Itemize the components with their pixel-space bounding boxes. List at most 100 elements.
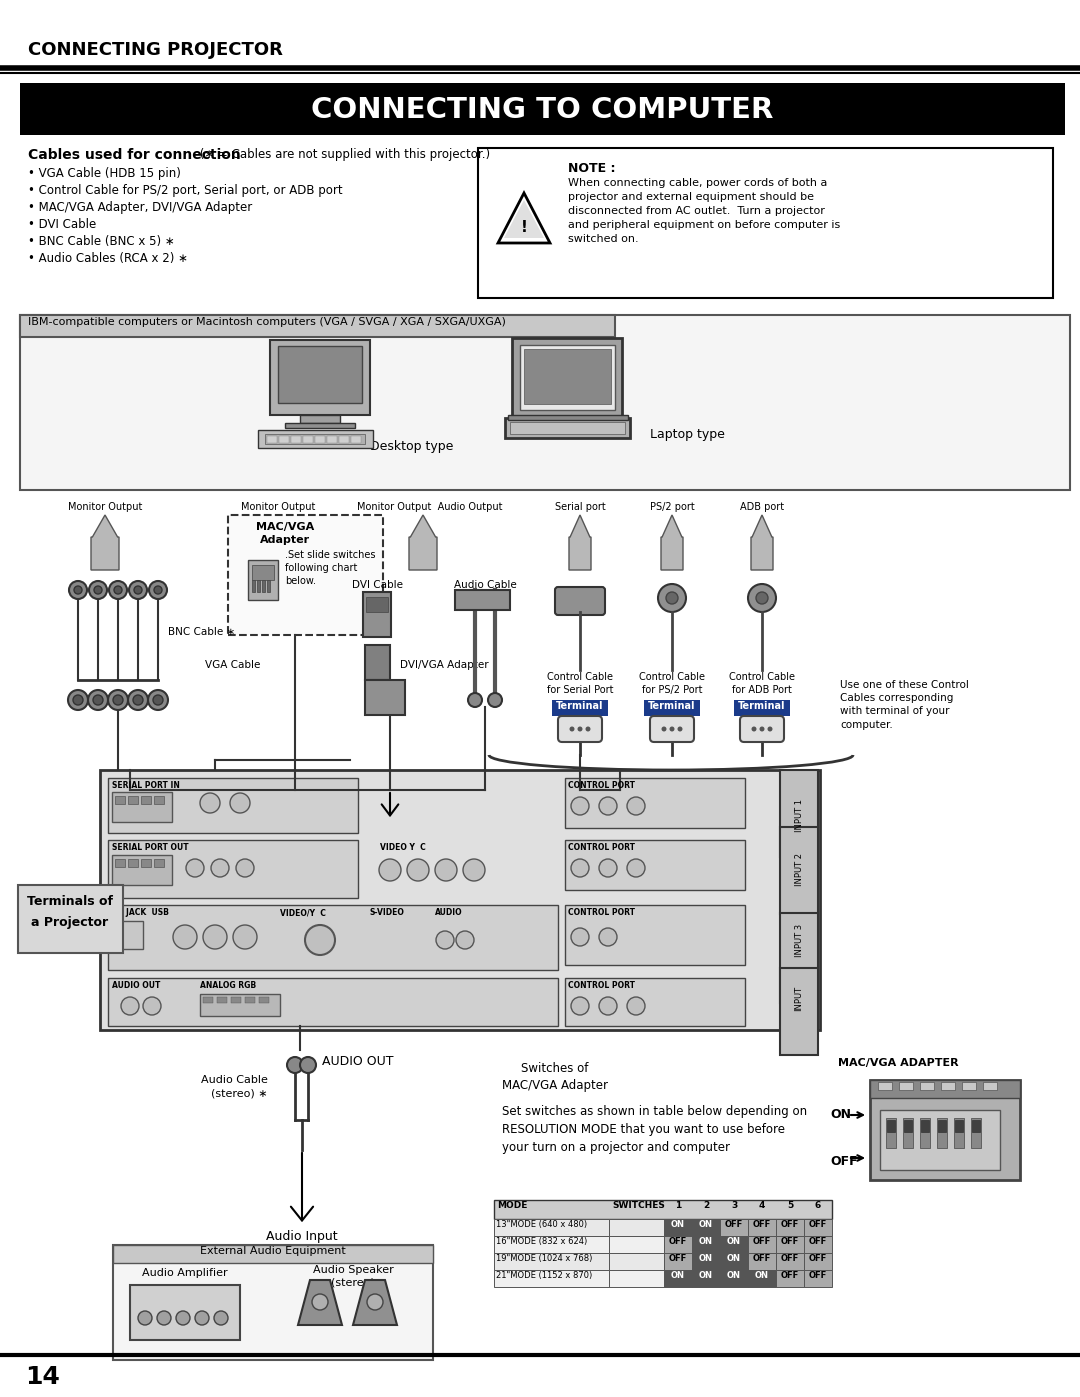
Bar [748,1270,777,1287]
Circle shape [195,1310,210,1324]
Text: Switches of
MAC/VGA Adapter: Switches of MAC/VGA Adapter [502,1062,608,1092]
Circle shape [599,928,617,946]
Text: OFF: OFF [781,1236,799,1246]
Circle shape [379,859,401,882]
Text: OFF: OFF [781,1255,799,1263]
Circle shape [114,585,122,594]
Bar [112,792,172,821]
Text: Monitor Output: Monitor Output [241,502,315,511]
Text: ON: ON [699,1271,713,1280]
Bar [804,1253,832,1270]
Circle shape [94,585,102,594]
Circle shape [571,997,589,1016]
Bar [252,564,274,580]
Bar [921,1120,929,1132]
Circle shape [661,726,666,732]
Bar [971,1118,981,1148]
Text: MAC/VGA ADAPTER: MAC/VGA ADAPTER [838,1058,959,1067]
Bar [508,415,627,420]
Bar [870,1080,1020,1180]
Circle shape [300,1058,316,1073]
Bar [777,1220,804,1236]
Text: 5: 5 [787,1201,793,1210]
Bar [351,436,361,443]
Bar [565,840,745,890]
Circle shape [436,930,454,949]
Circle shape [69,581,87,599]
Text: Control Cable
for Serial Port: Control Cable for Serial Port [546,672,613,696]
Text: Set switches as shown in table below depending on
RESOLUTION MODE that you want : Set switches as shown in table below dep… [502,1105,807,1154]
Text: Terminal: Terminal [648,701,696,711]
Bar [262,580,265,592]
Bar [327,436,337,443]
Text: OFF: OFF [669,1236,687,1246]
Text: (∗ = Cables are not supplied with this projector.): (∗ = Cables are not supplied with this p… [195,148,490,161]
Circle shape [75,585,82,594]
Circle shape [768,726,772,732]
Circle shape [756,592,768,604]
Bar [228,515,383,636]
Bar [200,995,280,1016]
Text: !: ! [521,221,527,236]
Text: 2: 2 [703,1201,710,1210]
Text: 16"MODE (832 x 624): 16"MODE (832 x 624) [496,1236,588,1246]
Text: INPUT 1: INPUT 1 [795,799,804,831]
Bar [720,1253,748,1270]
Polygon shape [751,515,773,570]
Text: Cables used for connection: Cables used for connection [28,148,241,162]
Circle shape [109,581,127,599]
Text: OFF: OFF [781,1220,799,1229]
Circle shape [748,584,777,612]
Text: 3: 3 [731,1201,738,1210]
Text: IBM-compatible computers or Macintosh computers (VGA / SVGA / XGA / SXGA/UXGA): IBM-compatible computers or Macintosh co… [28,317,505,327]
Text: DVI Cable: DVI Cable [351,580,403,590]
Bar [565,778,745,828]
Bar [100,770,820,1030]
Bar [780,770,818,856]
Circle shape [627,997,645,1016]
Bar [113,1245,433,1361]
Text: S-VIDEO: S-VIDEO [370,908,405,916]
Text: SERIAL PORT OUT: SERIAL PORT OUT [112,842,189,852]
Text: AUDIO: AUDIO [435,908,462,916]
Text: MODE: MODE [497,1201,527,1210]
Circle shape [599,859,617,877]
Circle shape [237,859,254,877]
Bar [780,914,818,1003]
Text: 6: 6 [815,1201,821,1210]
Circle shape [68,690,87,710]
Circle shape [87,690,108,710]
Bar [365,645,390,680]
Circle shape [599,798,617,814]
Circle shape [203,925,227,949]
Bar [983,1083,997,1090]
Text: 21"MODE (1152 x 870): 21"MODE (1152 x 870) [496,1271,592,1280]
Text: Audio Cable
(stereo) ∗: Audio Cable (stereo) ∗ [201,1076,268,1098]
FancyBboxPatch shape [558,717,602,742]
Text: OFF: OFF [831,1155,858,1168]
Bar [941,1083,955,1090]
Bar [494,1220,609,1236]
Bar [113,1245,433,1263]
Bar [245,997,255,1003]
Text: ADB port: ADB port [740,502,784,511]
Text: AUDIO OUT: AUDIO OUT [112,981,160,990]
Bar [664,1270,692,1287]
Bar [777,1253,804,1270]
Bar [609,1253,664,1270]
Bar [748,1236,777,1253]
Bar [937,1118,947,1148]
Circle shape [176,1310,190,1324]
Text: • DVI Cable: • DVI Cable [28,218,96,231]
Circle shape [677,726,683,732]
Bar [920,1083,934,1090]
Bar [21,314,1070,490]
Text: Terminal: Terminal [739,701,786,711]
Bar [129,859,138,868]
Bar [267,436,276,443]
Polygon shape [91,515,119,570]
Text: ON: ON [727,1255,741,1263]
Circle shape [305,925,335,956]
Bar [455,590,510,610]
Text: External Audio Equipment: External Audio Equipment [200,1246,346,1256]
